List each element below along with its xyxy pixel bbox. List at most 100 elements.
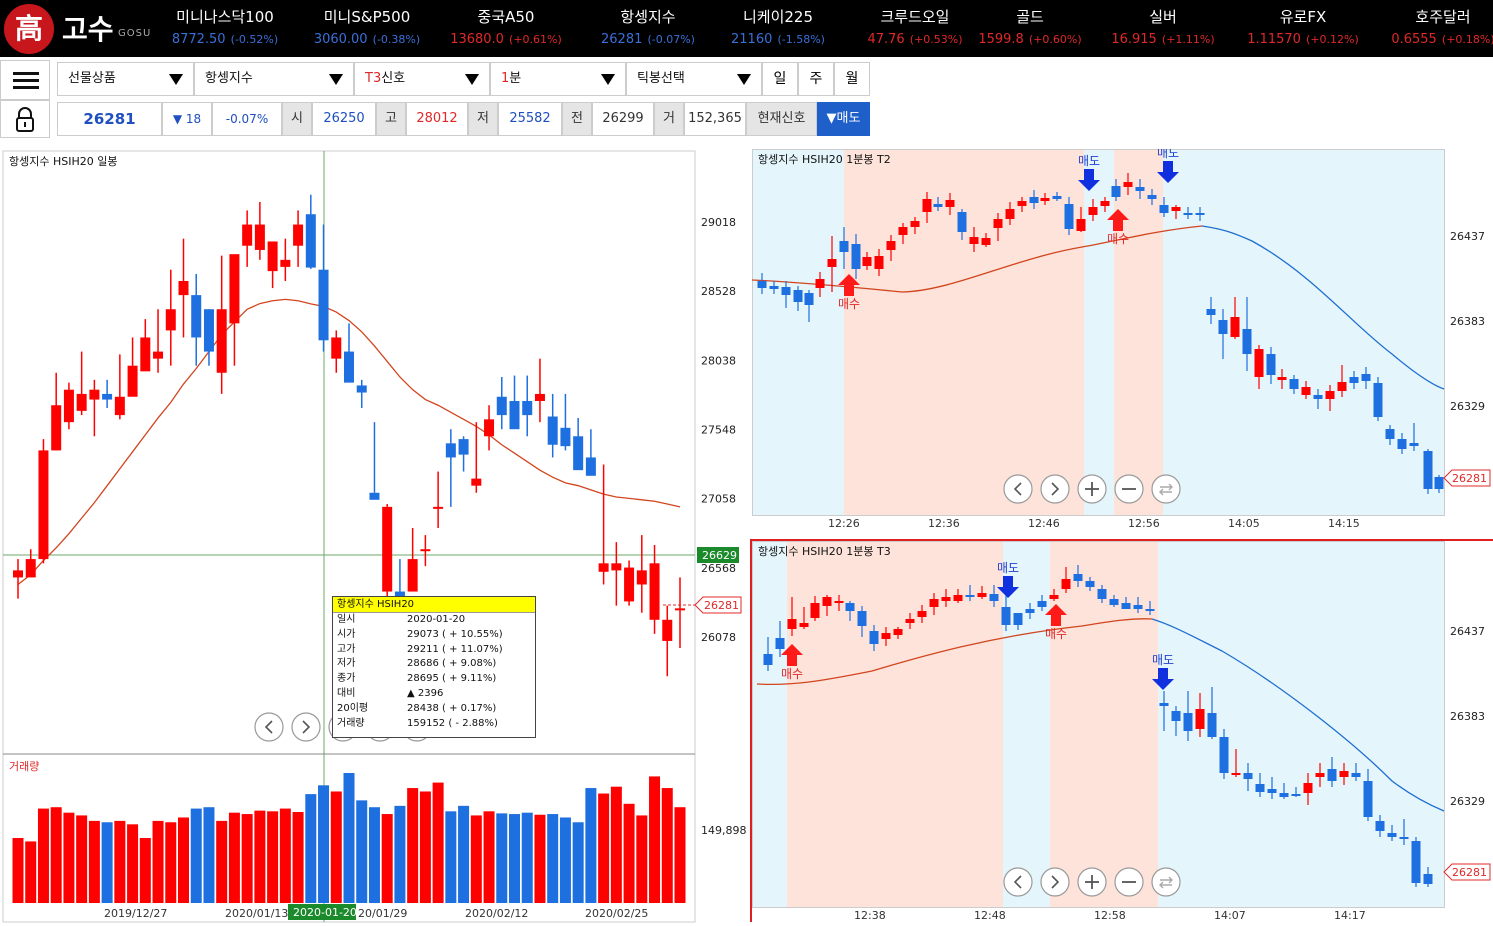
t3_chart-candle[interactable]	[1411, 837, 1421, 887]
daily-candle[interactable]	[420, 535, 431, 567]
t3_chart-candle[interactable]	[989, 585, 999, 607]
t3_chart-candle[interactable]	[763, 637, 773, 671]
t2-chart-panel[interactable]: 항셍지수 HSIH20 1분봉 T2 26437 26383 26329 12:26 12…	[751, 146, 1493, 534]
t2_chart-candle[interactable]	[1195, 207, 1205, 221]
t3_chart-candle[interactable]	[845, 601, 855, 621]
t2_chart-candle[interactable]	[839, 227, 849, 269]
t3_chart-candle[interactable]	[965, 585, 975, 601]
product-select[interactable]: 선물상품	[57, 62, 194, 96]
daily-nav-next-icon[interactable]	[291, 712, 321, 742]
t3-candle-chart[interactable]: 항셍지수 HSIH20 1분봉 T3 26437 26383 26329 12:38 12…	[752, 541, 1493, 922]
daily-candle[interactable]	[484, 405, 495, 451]
t3_chart-candle[interactable]	[1145, 601, 1155, 615]
t2_chart-candle[interactable]	[1325, 385, 1335, 411]
t2-candle-chart[interactable]: 항셍지수 HSIH20 1분봉 T2 26437 26383 26329 12:26 12…	[751, 146, 1493, 534]
daily-candle[interactable]	[662, 605, 673, 677]
daily-candle[interactable]	[624, 560, 635, 606]
t3_chart-candle[interactable]	[1351, 763, 1361, 781]
t2_chart-candle[interactable]	[969, 227, 979, 252]
t3_chart-candle[interactable]	[1327, 757, 1337, 787]
t2_chart-candle[interactable]	[769, 281, 779, 294]
t3_chart-candle[interactable]	[869, 625, 879, 651]
t2_chart-candle[interactable]	[1434, 475, 1444, 493]
daily-candle[interactable]	[344, 323, 354, 383]
t2_chart-nav-reset-icon[interactable]	[1151, 474, 1181, 504]
t2_chart-candle[interactable]	[1123, 173, 1133, 195]
t2_chart-candle[interactable]	[1206, 297, 1216, 324]
t3_chart-candle[interactable]	[1159, 691, 1169, 731]
logo[interactable]: 高 고수 GOSU	[4, 4, 154, 54]
t3_chart-candle[interactable]	[1303, 773, 1313, 805]
ticker-item[interactable]: 유로FX 1.11570 (+0.12%)	[1238, 6, 1368, 47]
t3_chart-candle[interactable]	[822, 595, 832, 616]
daily-candle[interactable]	[598, 464, 609, 585]
t3-chart-panel[interactable]: 항셍지수 HSIH20 1분봉 T3 26437 26383 26329 12:38 12…	[750, 539, 1493, 922]
t2_chart-nav-prev-icon[interactable]	[1003, 474, 1033, 504]
t2_chart-candle[interactable]	[827, 236, 837, 292]
t2_chart-candle[interactable]	[815, 272, 825, 297]
daily-candle[interactable]	[25, 549, 36, 578]
daily-candle[interactable]	[433, 471, 444, 529]
t3_chart-candle[interactable]	[1121, 597, 1131, 609]
t2_chart-candle[interactable]	[922, 192, 932, 223]
t3_chart-candle[interactable]	[1001, 591, 1011, 631]
t3_chart-candle[interactable]	[1085, 577, 1095, 591]
t2_chart-candle[interactable]	[1289, 375, 1299, 394]
t3_chart-candle[interactable]	[1255, 773, 1265, 797]
t3_chart-candle[interactable]	[1109, 595, 1119, 607]
daily-candle[interactable]	[178, 238, 189, 338]
t2_chart-candle[interactable]	[993, 213, 1003, 241]
t2_chart-candle[interactable]	[1017, 197, 1027, 212]
daily-candle[interactable]	[140, 319, 151, 372]
daily-candle[interactable]	[534, 358, 545, 423]
t3_chart-nav-zoom-in-icon[interactable]	[1077, 867, 1107, 897]
t2_chart-candle[interactable]	[1242, 297, 1252, 371]
daily-candle[interactable]	[675, 577, 685, 649]
interval-select[interactable]: 1분	[490, 62, 626, 96]
t3_chart-candle[interactable]	[810, 596, 820, 621]
daily-candle[interactable]	[445, 429, 456, 507]
t2_chart-nav-zoom-out-icon[interactable]	[1114, 474, 1144, 504]
t3_chart-candle[interactable]	[1013, 613, 1023, 630]
signal-select[interactable]: T3신호	[354, 62, 490, 96]
t3_chart-candle[interactable]	[1291, 787, 1301, 797]
t3_chart-candle[interactable]	[893, 627, 903, 639]
t2_chart-candle[interactable]	[1147, 189, 1157, 205]
daily-candle[interactable]	[229, 254, 240, 366]
t3_chart-candle[interactable]	[1133, 597, 1143, 613]
t3_chart-candle[interactable]	[1375, 815, 1385, 837]
t3_chart-nav-prev-icon[interactable]	[1003, 867, 1033, 897]
daily-candle[interactable]	[356, 379, 367, 409]
ticker-item[interactable]: 항셍지수 26281 (-0.07%)	[583, 6, 713, 47]
t2_chart-candle[interactable]	[1029, 190, 1039, 209]
t2_chart-nav-zoom-in-icon[interactable]	[1077, 474, 1107, 504]
t3_chart-candle[interactable]	[1399, 819, 1409, 845]
daily-candle[interactable]	[153, 309, 164, 373]
daily-candle[interactable]	[203, 309, 214, 366]
ticker-item[interactable]: 골드 1599.8 (+0.60%)	[965, 6, 1095, 47]
daily-candle[interactable]	[636, 535, 647, 613]
daily-candle[interactable]	[216, 255, 227, 394]
daily-candle[interactable]	[573, 417, 584, 471]
t3_chart-candle[interactable]	[1243, 763, 1253, 791]
t3_chart-candle[interactable]	[1097, 585, 1107, 603]
t2_chart-candle[interactable]	[1064, 197, 1074, 235]
ticker-item[interactable]: 호주달러 0.6555 (+0.18%)	[1378, 6, 1493, 47]
t3_chart-candle[interactable]	[1061, 567, 1071, 593]
daily-candle[interactable]	[38, 439, 49, 564]
daily-candle[interactable]	[13, 559, 23, 599]
t3_chart-candle[interactable]	[1037, 595, 1047, 611]
t2_chart-candle[interactable]	[945, 193, 955, 215]
t2_chart-candle[interactable]	[910, 217, 920, 234]
t2_chart-candle[interactable]	[1135, 179, 1145, 199]
daily-candle[interactable]	[76, 351, 87, 416]
t3_chart-candle[interactable]	[881, 627, 891, 646]
t2_chart-candle[interactable]	[804, 290, 814, 322]
t3_chart-candle[interactable]	[1231, 749, 1241, 777]
t3_chart-candle[interactable]	[1219, 729, 1229, 779]
t2_chart-candle[interactable]	[851, 234, 861, 279]
daily-candle[interactable]	[267, 241, 278, 289]
t3_chart-candle[interactable]	[1315, 763, 1325, 787]
daily-candle[interactable]	[560, 393, 571, 451]
t2_chart-candle[interactable]	[1361, 367, 1371, 389]
